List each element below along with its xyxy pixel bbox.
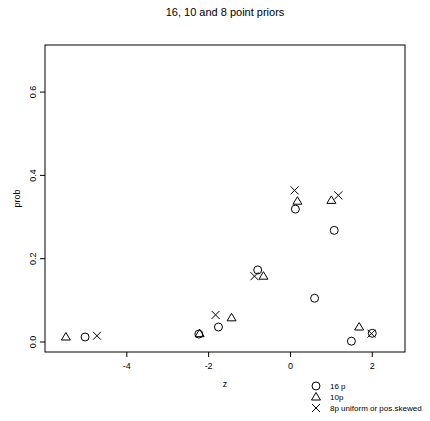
y-tick-label: 0.0	[28, 336, 38, 349]
legend-label: 8p uniform or pos.skewed	[330, 404, 422, 413]
point	[367, 330, 375, 338]
y-tick	[40, 258, 45, 259]
points	[61, 186, 376, 345]
y-tick-label: 0.2	[28, 252, 38, 265]
legend: 16 p 10p 8p uniform or pos.skewed	[312, 382, 422, 413]
x-tick	[208, 352, 209, 357]
x-tick-label: 0	[288, 361, 293, 371]
legend-symbol	[312, 404, 320, 412]
y-axis-label: prob	[12, 189, 22, 207]
title: 16, 10 and 8 point priors	[166, 6, 285, 18]
point	[81, 333, 89, 341]
point	[61, 333, 70, 341]
point	[311, 294, 319, 302]
point	[291, 205, 299, 213]
chart: 16, 10 and 8 point priors -4 -2 0 2 0.0 0.2 0.4…	[0, 0, 430, 421]
point	[355, 323, 364, 331]
point	[368, 329, 376, 337]
x-tick	[126, 352, 127, 357]
x-tick	[372, 352, 373, 357]
point	[195, 329, 204, 337]
y-tick	[40, 342, 45, 343]
x-tick-label: -4	[123, 361, 131, 371]
point	[93, 332, 101, 340]
point	[250, 272, 258, 280]
y-tick-label: 0.4	[28, 169, 38, 182]
point	[212, 311, 220, 319]
x-tick	[290, 352, 291, 357]
y-tick-label: 0.6	[28, 86, 38, 99]
point	[227, 313, 236, 321]
x-axis-label: z	[223, 379, 228, 389]
x-tick-label: -2	[205, 361, 213, 371]
point	[347, 337, 355, 345]
x-tick-label: 2	[370, 361, 375, 371]
point	[291, 186, 299, 194]
point	[330, 226, 338, 234]
y-tick	[40, 175, 45, 176]
point	[259, 272, 268, 280]
plot-frame	[45, 45, 405, 352]
point	[293, 197, 302, 205]
legend-symbol	[312, 382, 320, 390]
legend-symbol	[312, 393, 321, 401]
legend-label: 10p	[330, 393, 344, 402]
point	[334, 191, 342, 199]
y-tick	[40, 92, 45, 93]
point	[214, 323, 222, 331]
legend-label: 16 p	[330, 382, 346, 391]
point	[327, 196, 336, 204]
